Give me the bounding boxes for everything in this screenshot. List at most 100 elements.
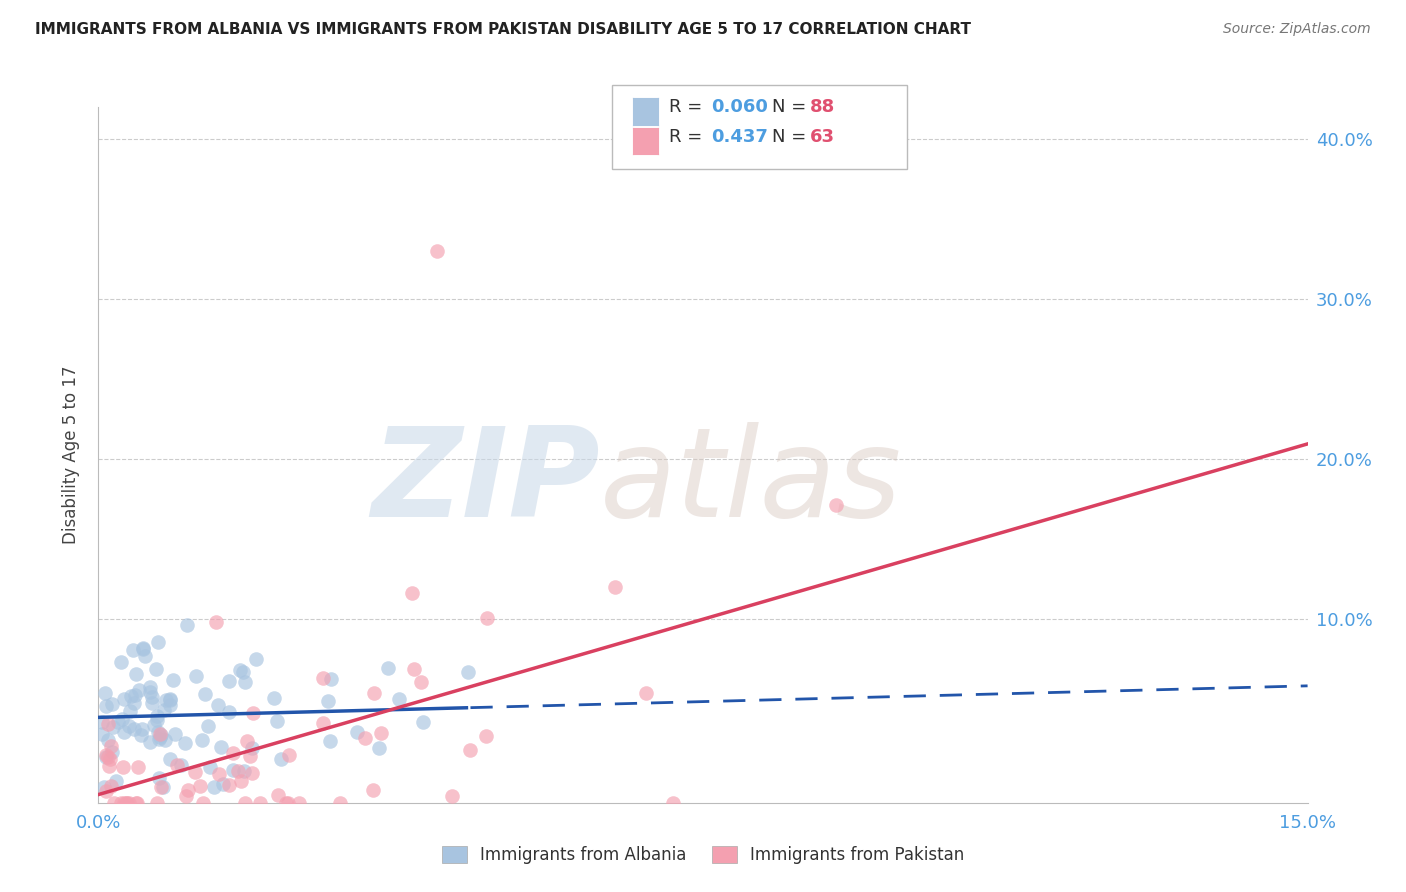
Point <box>141 690 163 705</box>
Point <box>169 757 191 772</box>
Point <box>363 686 385 700</box>
Point <box>110 655 132 669</box>
Point <box>242 706 264 721</box>
Point <box>240 766 263 780</box>
Text: R =: R = <box>669 98 709 116</box>
Point <box>312 716 335 731</box>
Point <box>139 684 162 698</box>
Point <box>159 698 181 712</box>
Point <box>91 715 114 730</box>
Point <box>183 765 205 780</box>
Point <box>127 760 149 774</box>
Point <box>155 692 177 706</box>
Point <box>96 784 118 798</box>
Point <box>131 722 153 736</box>
Point <box>634 686 657 700</box>
Point <box>120 690 142 704</box>
Point <box>124 689 146 703</box>
Point <box>150 728 173 742</box>
Point <box>197 718 219 732</box>
Point <box>125 796 148 810</box>
Point <box>377 661 399 675</box>
Point <box>319 734 342 748</box>
Point <box>274 796 297 810</box>
Point <box>218 674 240 689</box>
Point <box>125 667 148 681</box>
Point <box>278 747 301 762</box>
Point <box>146 796 169 810</box>
Point <box>100 739 122 753</box>
Point <box>662 796 685 810</box>
Point <box>388 691 411 706</box>
Point <box>94 749 117 764</box>
Point <box>101 720 124 734</box>
Point <box>143 717 166 731</box>
Point <box>194 687 217 701</box>
Point <box>404 662 426 676</box>
Point <box>139 680 162 694</box>
Point <box>245 652 267 666</box>
Point <box>141 696 163 710</box>
Point <box>118 719 141 733</box>
Point <box>226 764 249 778</box>
Text: N =: N = <box>772 98 811 116</box>
Point <box>209 739 232 754</box>
Point <box>457 665 479 679</box>
Point <box>96 747 118 762</box>
Text: 88: 88 <box>810 98 835 116</box>
Point <box>152 780 174 794</box>
Point <box>412 715 434 730</box>
Point <box>176 617 198 632</box>
Point <box>132 641 155 656</box>
Text: IMMIGRANTS FROM ALBANIA VS IMMIGRANTS FROM PAKISTAN DISABILITY AGE 5 TO 17 CORRE: IMMIGRANTS FROM ALBANIA VS IMMIGRANTS FR… <box>35 22 972 37</box>
Point <box>266 714 288 728</box>
Point <box>146 635 169 649</box>
Point <box>127 796 149 810</box>
Text: Source: ZipAtlas.com: Source: ZipAtlas.com <box>1223 22 1371 37</box>
Text: 0.437: 0.437 <box>711 128 768 146</box>
Point <box>97 733 120 747</box>
Point <box>132 640 155 655</box>
Point <box>97 717 120 731</box>
Point <box>316 694 339 708</box>
Point <box>101 698 124 712</box>
Point <box>98 759 121 773</box>
Point <box>177 783 200 797</box>
Point <box>211 777 233 791</box>
Point <box>287 796 309 810</box>
Point <box>233 675 256 690</box>
Point <box>115 796 138 810</box>
Point <box>198 760 221 774</box>
Point <box>149 730 172 744</box>
Point <box>94 699 117 714</box>
Point <box>128 682 150 697</box>
Point <box>353 731 375 746</box>
Point <box>329 796 352 810</box>
Point <box>263 690 285 705</box>
Point <box>100 779 122 793</box>
Text: atlas: atlas <box>600 422 903 543</box>
Point <box>475 611 498 625</box>
Point <box>191 733 214 747</box>
Y-axis label: Disability Age 5 to 17: Disability Age 5 to 17 <box>62 366 80 544</box>
Point <box>134 649 156 664</box>
Point <box>93 780 115 794</box>
Point <box>233 796 256 810</box>
Point <box>204 615 226 629</box>
Point <box>101 745 124 759</box>
Point <box>232 665 254 680</box>
Point <box>122 642 145 657</box>
Point <box>190 779 212 793</box>
Point <box>411 674 433 689</box>
Point <box>361 782 384 797</box>
Point <box>239 748 262 763</box>
Point <box>112 691 135 706</box>
Point <box>174 736 197 750</box>
Point <box>118 796 141 810</box>
Point <box>145 708 167 723</box>
Text: R =: R = <box>669 128 709 146</box>
Point <box>110 796 132 810</box>
Point <box>150 780 173 794</box>
Point <box>441 789 464 804</box>
Point <box>139 735 162 749</box>
